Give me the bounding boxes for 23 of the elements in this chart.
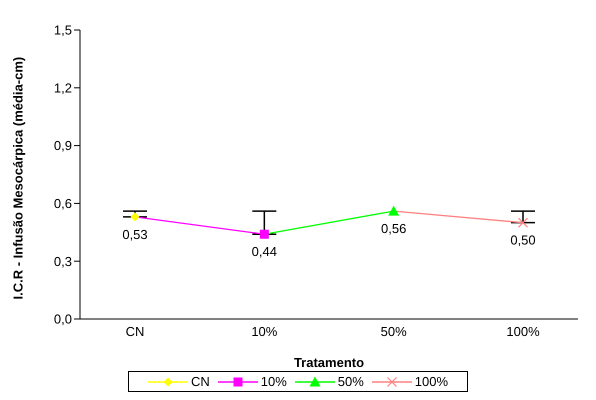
y-tick-label: 0,6 bbox=[54, 196, 72, 212]
legend-label: CN bbox=[190, 374, 210, 389]
point bbox=[260, 230, 269, 239]
x-axis-title: Tratamento bbox=[294, 355, 364, 370]
data-label: 0,53 bbox=[122, 226, 148, 242]
y-tick-label: 0,3 bbox=[54, 254, 72, 269]
point bbox=[130, 212, 140, 222]
y-tick-label: 0,9 bbox=[54, 138, 72, 154]
data-label: 0,50 bbox=[510, 232, 536, 248]
x-tick-label: CN bbox=[126, 324, 144, 340]
legend-label: 100% bbox=[414, 374, 448, 389]
legend-label: 50% bbox=[336, 374, 364, 389]
y-tick-label: 1,2 bbox=[54, 80, 72, 96]
x-tick-label: 50% bbox=[380, 324, 408, 340]
y-tick-label: 1,5 bbox=[54, 22, 72, 38]
y-axis-title: I.C.R - Infusão Mesocárpica (média-cm) bbox=[10, 56, 26, 300]
point bbox=[518, 218, 528, 228]
data-label: 0,44 bbox=[252, 244, 277, 260]
x-tick-label: 100% bbox=[506, 324, 540, 340]
data-label: 0,56 bbox=[381, 221, 406, 236]
legend-label: 10% bbox=[260, 374, 287, 389]
y-tick-label: 0,0 bbox=[54, 312, 72, 327]
x-tick-label: 10% bbox=[251, 324, 278, 340]
